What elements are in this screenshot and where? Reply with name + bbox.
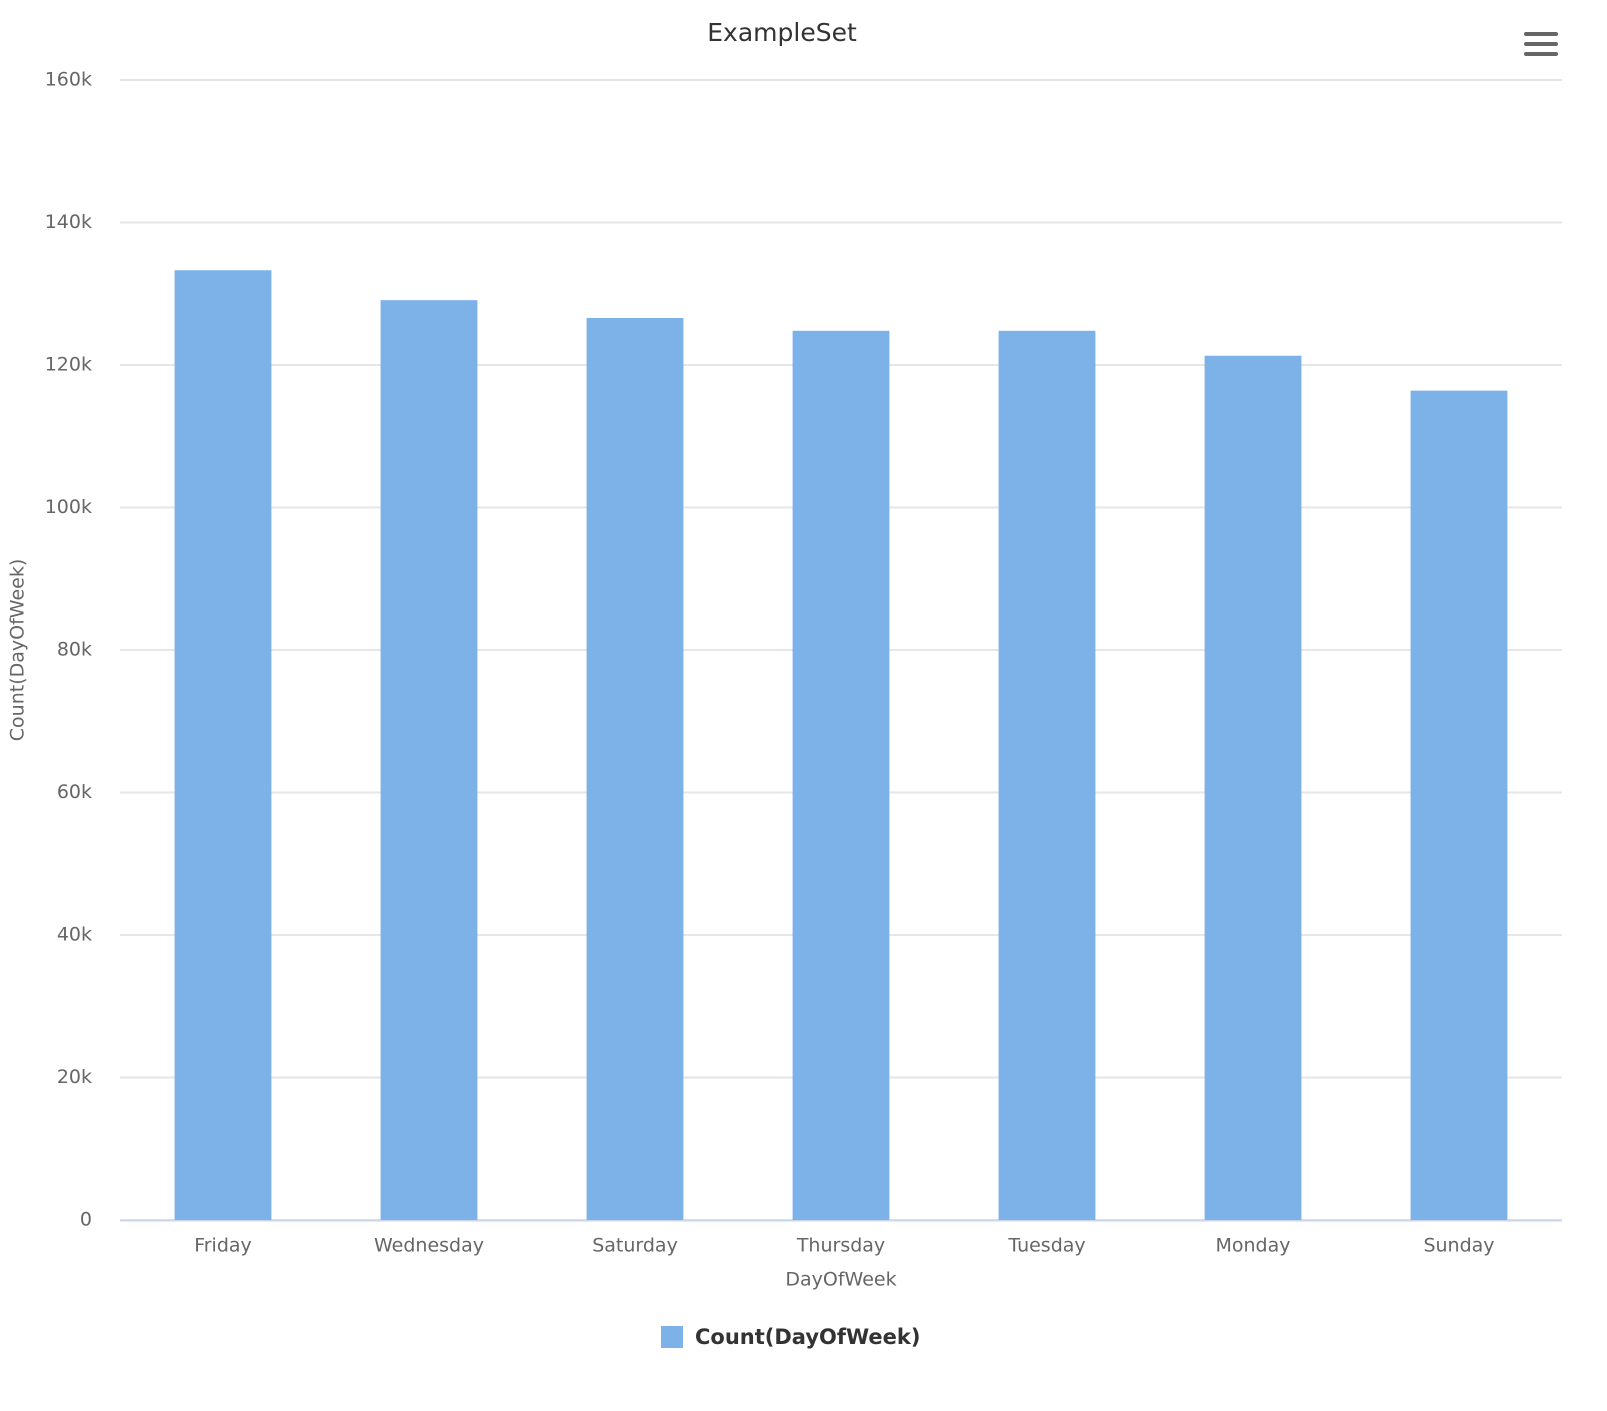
bar bbox=[998, 330, 1096, 1220]
y-tick-label: 40k bbox=[57, 924, 92, 946]
menu-icon-bar bbox=[1524, 42, 1558, 46]
bar bbox=[1204, 355, 1302, 1220]
bar bbox=[380, 300, 478, 1221]
legend-label: Count(DayOfWeek) bbox=[695, 1325, 920, 1349]
bar bbox=[174, 270, 272, 1220]
y-tick-label: 100k bbox=[45, 496, 92, 518]
y-tick-label: 140k bbox=[45, 211, 92, 233]
y-tick-label: 60k bbox=[57, 781, 92, 803]
chart-title: ExampleSet bbox=[707, 18, 857, 47]
y-axis-title: Count(DayOfWeek) bbox=[7, 559, 29, 741]
bar bbox=[586, 317, 684, 1221]
y-tick-label: 80k bbox=[57, 639, 92, 661]
y-tick-label: 120k bbox=[45, 354, 92, 376]
y-tick-label: 20k bbox=[57, 1066, 92, 1088]
x-tick-label: Wednesday bbox=[374, 1235, 484, 1257]
y-tick-label: 160k bbox=[45, 69, 92, 91]
legend-swatch bbox=[661, 1326, 683, 1348]
menu-icon-bar bbox=[1524, 32, 1558, 36]
y-tick-label: 0 bbox=[80, 1209, 92, 1231]
bar bbox=[792, 330, 890, 1220]
x-tick-label: Monday bbox=[1215, 1235, 1290, 1257]
x-tick-label: Saturday bbox=[592, 1235, 678, 1257]
menu-button[interactable] bbox=[1524, 32, 1558, 56]
x-axis-title: DayOfWeek bbox=[785, 1269, 896, 1291]
x-tick-label: Tuesday bbox=[1007, 1235, 1085, 1257]
menu-icon-bar bbox=[1524, 52, 1558, 56]
x-tick-label: Thursday bbox=[796, 1235, 885, 1257]
bar bbox=[1410, 390, 1508, 1220]
x-tick-label: Friday bbox=[194, 1235, 252, 1257]
x-tick-label: Sunday bbox=[1423, 1235, 1494, 1257]
